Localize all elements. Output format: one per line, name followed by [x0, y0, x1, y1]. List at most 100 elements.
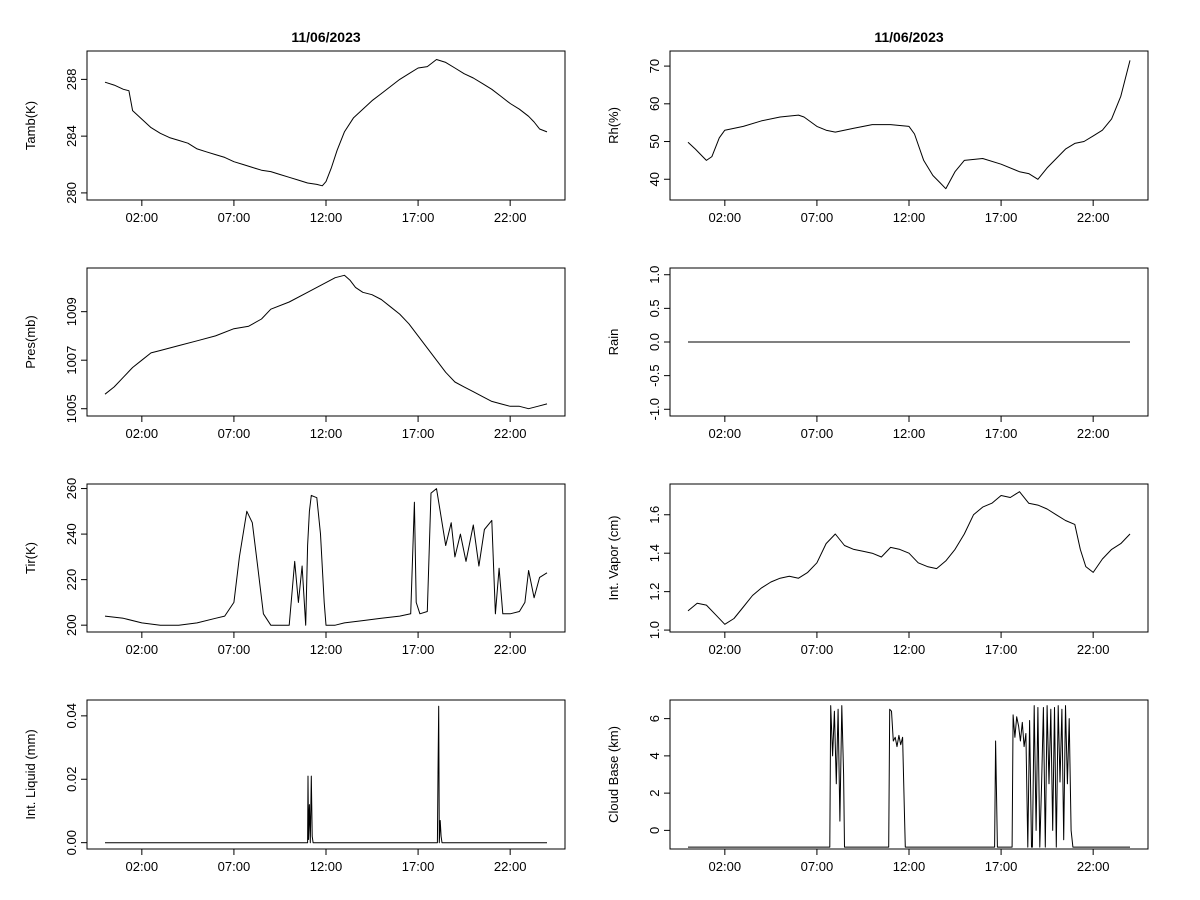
y-tick-label: -1.0	[647, 398, 662, 420]
panel-2: 11/06/2023 02:00 07:00 12:00 17:00 22:00 40 50 6…	[606, 29, 1149, 225]
y-tick-label: 50	[647, 134, 662, 148]
x-tick-label: 02:00	[709, 859, 742, 874]
x-tick-label: 17:00	[402, 642, 435, 657]
plot-frame	[86, 699, 566, 850]
y-tick-label: 40	[647, 172, 662, 186]
chart-title: 11/06/2023	[291, 29, 361, 45]
x-tick-label: 17:00	[402, 426, 435, 441]
y-axis-label: Rh(%)	[606, 107, 621, 144]
x-tick-label: 02:00	[709, 426, 742, 441]
x-tick-label: 22:00	[494, 426, 527, 441]
y-tick-label: 1009	[64, 297, 79, 326]
y-tick-label: 1.0	[647, 266, 662, 284]
x-tick-label: 22:00	[494, 859, 527, 874]
y-tick-label: 70	[647, 59, 662, 73]
series-line-1	[104, 488, 548, 626]
x-tick-label: 22:00	[494, 642, 527, 657]
plot-frame	[669, 699, 1149, 850]
plot-frame	[669, 50, 1149, 201]
series-line-1	[104, 59, 548, 187]
x-tick-label: 07:00	[218, 642, 251, 657]
y-tick-label: 60	[647, 97, 662, 111]
y-tick-label: 1.0	[647, 621, 662, 639]
y-tick-label: 2	[647, 790, 662, 797]
x-tick-label: 02:00	[709, 210, 742, 225]
x-tick-label: 02:00	[126, 859, 159, 874]
x-tick-label: 17:00	[985, 210, 1018, 225]
plot-frame	[86, 50, 566, 201]
y-tick-label: 1.4	[647, 544, 662, 562]
y-tick-label: 0	[647, 827, 662, 834]
x-tick-label: 17:00	[985, 642, 1018, 657]
y-tick-label: -0.5	[647, 364, 662, 386]
x-tick-label: 07:00	[218, 210, 251, 225]
y-tick-label: 284	[64, 125, 79, 147]
series-line-1	[105, 705, 547, 844]
x-tick-label: 12:00	[310, 210, 343, 225]
y-tick-label: 260	[64, 478, 79, 500]
y-tick-label: 6	[647, 715, 662, 722]
series-line-1	[688, 705, 1130, 848]
y-tick-label: 0.0	[647, 333, 662, 351]
x-tick-label: 12:00	[893, 859, 926, 874]
panel-4: 02:00 07:00 12:00 17:00 22:00 -1.0 -0.5 0.0 0.5 1…	[606, 266, 1149, 441]
y-tick-label: 288	[64, 69, 79, 91]
x-tick-label: 02:00	[126, 642, 159, 657]
x-tick-label: 17:00	[985, 426, 1018, 441]
x-tick-label: 12:00	[310, 859, 343, 874]
x-tick-label: 22:00	[1077, 426, 1110, 441]
y-axis-label: Tamb(K)	[23, 101, 38, 150]
panel-6: 02:00 07:00 12:00 17:00 22:00 1.0 1.2 1.4 1.6 Int…	[606, 483, 1149, 657]
series-line-1	[104, 274, 548, 410]
x-tick-label: 22:00	[1077, 642, 1110, 657]
y-tick-label: 4	[647, 752, 662, 759]
y-tick-label: 1.2	[647, 583, 662, 601]
x-tick-label: 17:00	[402, 210, 435, 225]
x-tick-label: 12:00	[310, 642, 343, 657]
y-tick-label: 0.5	[647, 299, 662, 317]
panel-8: 02:00 07:00 12:00 17:00 22:00 0 2 4 6 Cloud Base …	[606, 699, 1149, 874]
y-axis-label: Rain	[606, 329, 621, 356]
x-tick-label: 07:00	[218, 859, 251, 874]
x-tick-label: 22:00	[494, 210, 527, 225]
y-tick-label: 0.04	[64, 703, 79, 728]
plot-frame	[669, 483, 1149, 633]
x-tick-label: 07:00	[801, 859, 834, 874]
plot-frame	[86, 267, 566, 417]
y-tick-label: 0.00	[64, 830, 79, 855]
y-tick-label: 220	[64, 569, 79, 591]
x-tick-label: 17:00	[402, 859, 435, 874]
y-tick-label: 0.02	[64, 767, 79, 792]
x-tick-label: 12:00	[893, 210, 926, 225]
x-tick-label: 07:00	[801, 426, 834, 441]
x-tick-label: 02:00	[126, 426, 159, 441]
series-line-1	[687, 60, 1131, 190]
y-axis-label: Cloud Base (km)	[606, 726, 621, 823]
x-tick-label: 12:00	[893, 642, 926, 657]
chart-title: 11/06/2023	[874, 29, 944, 45]
x-tick-label: 12:00	[310, 426, 343, 441]
x-tick-label: 22:00	[1077, 859, 1110, 874]
y-tick-label: 200	[64, 614, 79, 636]
panel-5: 02:00 07:00 12:00 17:00 22:00 200 220 240 260 Tir…	[23, 478, 566, 657]
x-tick-label: 07:00	[218, 426, 251, 441]
panel-3: 02:00 07:00 12:00 17:00 22:00 1005 1007 1009 Pre…	[23, 267, 566, 441]
x-tick-label: 02:00	[126, 210, 159, 225]
y-tick-label: 1007	[64, 346, 79, 375]
y-tick-label: 240	[64, 523, 79, 545]
x-tick-label: 07:00	[801, 642, 834, 657]
y-tick-label: 1.6	[647, 506, 662, 524]
y-axis-label: Int. Vapor (cm)	[606, 515, 621, 600]
series-line-1	[687, 491, 1131, 625]
x-tick-label: 12:00	[893, 426, 926, 441]
y-tick-label: 280	[64, 182, 79, 204]
x-tick-label: 07:00	[801, 210, 834, 225]
x-tick-label: 17:00	[985, 859, 1018, 874]
panel-1: 11/06/2023 02:00 07:00 12:00 17:00 22:00 280 28…	[23, 29, 566, 225]
y-axis-label: Pres(mb)	[23, 315, 38, 368]
panel-7: 02:00 07:00 12:00 17:00 22:00 0.00 0.02 0.04 Int…	[23, 699, 566, 874]
y-axis-label: Tir(K)	[23, 542, 38, 574]
x-tick-label: 02:00	[709, 642, 742, 657]
y-tick-label: 1005	[64, 394, 79, 423]
